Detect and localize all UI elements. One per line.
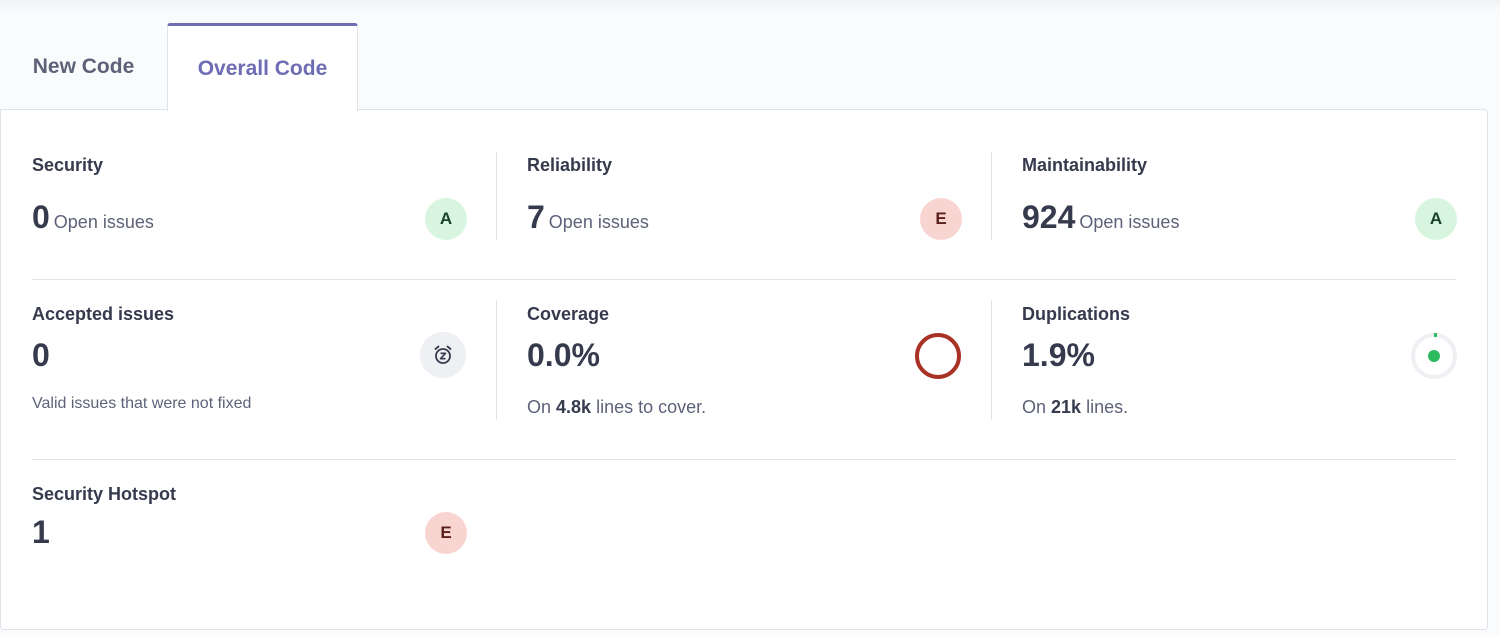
coverage-ring-icon[interactable] [913, 331, 963, 381]
security-label[interactable]: Security [32, 155, 104, 175]
divider [496, 300, 497, 420]
code-tabs: New Code Overall Code [0, 23, 1500, 111]
top-shadow [0, 0, 1500, 14]
accepted-issues-description: Valid issues that were not fixed [32, 395, 252, 412]
coverage-value[interactable]: 0.0% [527, 337, 600, 373]
security-hotspot-value[interactable]: 1 [32, 514, 50, 550]
security-hotspot-label[interactable]: Security Hotspot [32, 484, 177, 504]
divider [496, 152, 497, 240]
coverage-label[interactable]: Coverage [527, 304, 610, 324]
divider [991, 300, 992, 420]
divider [991, 152, 992, 240]
accepted-issues-value[interactable]: 0 [32, 337, 50, 373]
duplications-ring-icon[interactable] [1409, 331, 1459, 381]
duplications-lines: On 21k lines. [1022, 397, 1129, 417]
row-divider [32, 459, 1456, 460]
security-hotspot-grade-badge[interactable]: E [425, 512, 467, 554]
snooze-clock-icon [420, 332, 466, 378]
accepted-issues-label[interactable]: Accepted issues [32, 304, 175, 324]
maintainability-unit: Open issues [1079, 212, 1180, 232]
row-divider [32, 279, 1456, 280]
reliability-grade-badge[interactable]: E [920, 198, 962, 240]
reliability-value[interactable]: 7 Open issues [527, 199, 649, 235]
security-unit: Open issues [53, 212, 154, 232]
maintainability-grade-badge[interactable]: A [1415, 198, 1457, 240]
security-value[interactable]: 0 Open issues [32, 199, 154, 235]
measures-panel: Security 0 Open issues A Reliability 7 Ope… [0, 109, 1488, 630]
reliability-label[interactable]: Reliability [527, 155, 613, 175]
tab-overall-code[interactable]: Overall Code [167, 23, 358, 111]
coverage-lines: On 4.8k lines to cover. [527, 397, 707, 417]
duplications-lines-count[interactable]: 21k [1051, 397, 1082, 417]
duplications-value[interactable]: 1.9% [1022, 337, 1095, 373]
coverage-lines-count[interactable]: 4.8k [556, 397, 592, 417]
maintainability-value[interactable]: 924 Open issues [1022, 199, 1180, 235]
tab-new-code[interactable]: New Code [32, 54, 135, 78]
duplications-label[interactable]: Duplications [1022, 304, 1131, 324]
security-grade-badge[interactable]: A [425, 198, 467, 240]
maintainability-label[interactable]: Maintainability [1022, 155, 1148, 175]
reliability-unit: Open issues [548, 212, 649, 232]
